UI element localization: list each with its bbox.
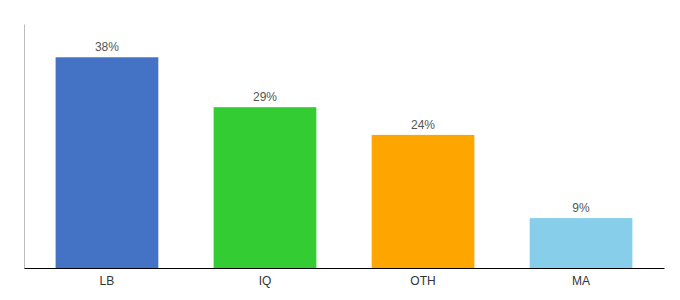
y-axis [24,25,25,269]
data-label: 38% [95,40,119,54]
bar [214,107,317,268]
bar [372,135,475,268]
x-tick-label: IQ [259,274,272,288]
chart: LB IQ OTH MA 38% 29% 24% 9% [0,0,680,300]
x-tick: IQ [259,274,272,288]
data-label: 24% [411,118,435,132]
x-axis: LB IQ OTH MA [25,269,665,288]
y-axis-line [24,25,25,269]
x-tick: LB [100,274,115,288]
data-label: 9% [572,201,590,215]
x-tick-label: LB [100,274,115,288]
data-labels: 38% 29% 24% 9% [95,40,590,215]
x-tick: MA [572,274,590,288]
data-label: 29% [253,90,277,104]
x-tick-label: MA [572,274,590,288]
x-tick-label: OTH [410,274,435,288]
plot: LB IQ OTH MA 38% 29% 24% 9% [25,25,665,288]
x-axis-line [25,268,665,269]
x-tick: OTH [410,274,435,288]
bar [56,57,159,268]
bar [530,218,633,268]
bars [56,57,633,268]
